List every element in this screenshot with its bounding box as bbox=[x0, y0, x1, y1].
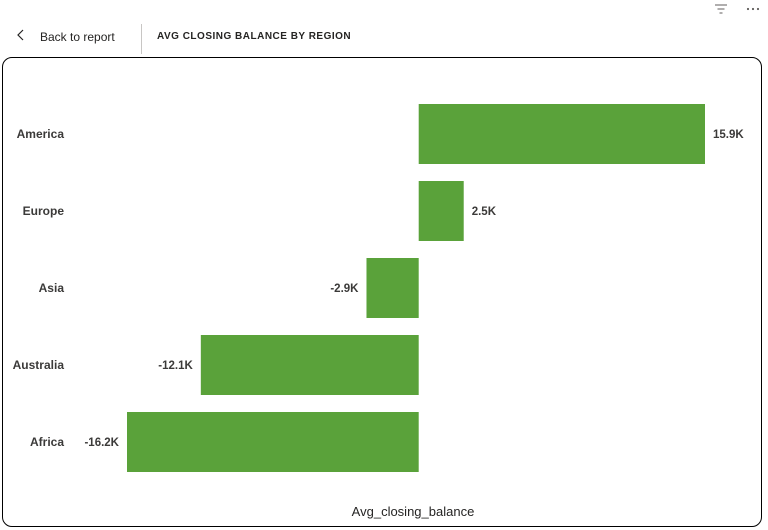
bar-america[interactable] bbox=[418, 104, 705, 164]
header-divider bbox=[141, 24, 142, 54]
category-label-australia: Australia bbox=[13, 358, 65, 372]
data-label-australia: -12.1K bbox=[158, 360, 193, 372]
data-label-asia: -2.9K bbox=[330, 283, 359, 295]
bar-australia[interactable] bbox=[200, 335, 419, 395]
data-label-africa: -16.2K bbox=[84, 437, 119, 449]
filter-icon[interactable] bbox=[712, 0, 730, 18]
x-axis-title: Avg_closing_balance bbox=[352, 504, 475, 519]
back-to-report-label: Back to report bbox=[40, 30, 115, 44]
category-label-asia: Asia bbox=[39, 281, 65, 295]
category-label-africa: Africa bbox=[30, 435, 64, 449]
category-label-europe: Europe bbox=[23, 204, 65, 218]
visual-header: Back to report AVG CLOSING BALANCE BY RE… bbox=[0, 22, 768, 54]
chevron-left-icon bbox=[16, 28, 26, 46]
data-label-america: 15.9K bbox=[713, 129, 744, 141]
visual-title: AVG CLOSING BALANCE BY REGION bbox=[157, 31, 352, 42]
visual-header-icons bbox=[712, 0, 762, 18]
back-to-report-button[interactable]: Back to report bbox=[16, 22, 115, 52]
category-label-america: America bbox=[17, 127, 65, 141]
bar-europe[interactable] bbox=[418, 181, 464, 241]
more-options-icon[interactable] bbox=[744, 0, 762, 18]
data-label-europe: 2.5K bbox=[472, 206, 497, 218]
bar-asia[interactable] bbox=[366, 258, 419, 318]
bar-africa[interactable] bbox=[127, 412, 419, 472]
